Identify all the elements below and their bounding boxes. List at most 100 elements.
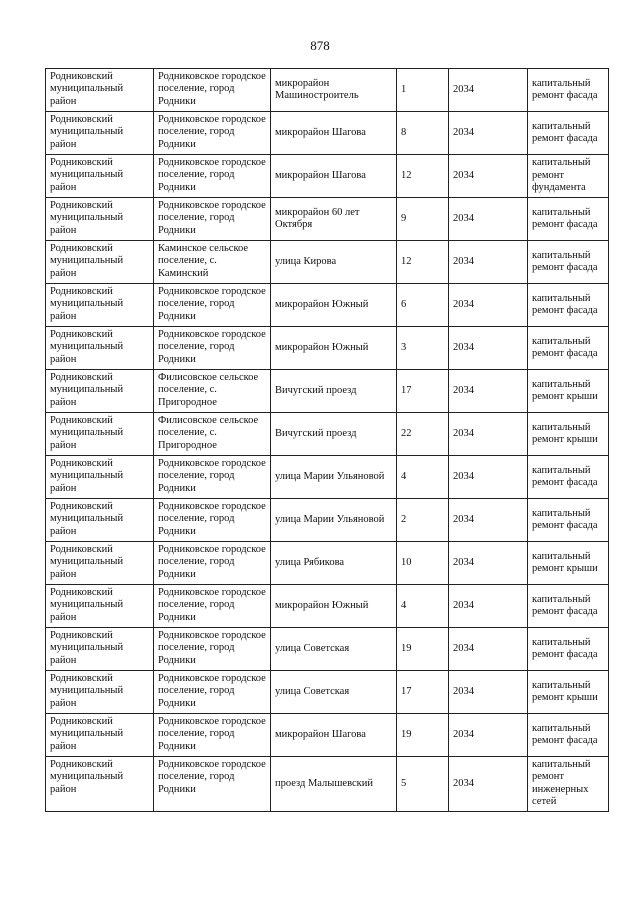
street-cell: микрорайон Машиностроитель [270, 68, 397, 112]
house-number-cell: 1 [396, 68, 449, 112]
street-cell: микрорайон Шагова [270, 111, 397, 155]
house-number-cell: 17 [396, 670, 449, 714]
street-cell: улица Советская [270, 627, 397, 671]
house-number-cell: 8 [396, 111, 449, 155]
district-cell: Родниковский муниципальный район [45, 498, 154, 542]
work-type-cell: капитальный ремонт фасада [527, 240, 609, 284]
work-type-cell: капитальный ремонт фасада [527, 68, 609, 112]
settlement-cell: Родниковское городское поселение, город … [153, 111, 271, 155]
district-cell: Родниковский муниципальный район [45, 713, 154, 757]
table-row: Родниковский муниципальный район Родников… [45, 154, 609, 198]
table-row: Родниковский муниципальный район Родников… [45, 627, 609, 671]
district-cell: Родниковский муниципальный район [45, 154, 154, 198]
district-cell: Родниковский муниципальный район [45, 455, 154, 499]
work-type-cell: капитальный ремонт крыши [527, 670, 609, 714]
work-type-cell: капитальный ремонт фундамента [527, 154, 609, 198]
street-cell: улица Марии Ульяновой [270, 498, 397, 542]
street-cell: улица Кирова [270, 240, 397, 284]
year-cell: 2034 [448, 197, 528, 241]
work-type-cell: капитальный ремонт фасада [527, 326, 609, 370]
work-type-cell: капитальный ремонт фасада [527, 197, 609, 241]
settlement-cell: Родниковское городское поселение, город … [153, 455, 271, 499]
street-cell: микрорайон Шагова [270, 713, 397, 757]
settlement-cell: Родниковское городское поселение, город … [153, 756, 271, 812]
settlement-cell: Родниковское городское поселение, город … [153, 584, 271, 628]
district-cell: Родниковский муниципальный район [45, 326, 154, 370]
district-cell: Родниковский муниципальный район [45, 412, 154, 456]
table-row: Родниковский муниципальный район Родников… [45, 326, 609, 370]
work-type-cell: капитальный ремонт фасада [527, 455, 609, 499]
work-type-cell: капитальный ремонт фасада [527, 584, 609, 628]
year-cell: 2034 [448, 670, 528, 714]
year-cell: 2034 [448, 68, 528, 112]
year-cell: 2034 [448, 111, 528, 155]
settlement-cell: Филисовское сельское поселение, с. Приго… [153, 412, 271, 456]
table-row: Родниковский муниципальный район Филисовс… [45, 412, 609, 456]
district-cell: Родниковский муниципальный район [45, 283, 154, 327]
settlement-cell: Родниковское городское поселение, город … [153, 68, 271, 112]
year-cell: 2034 [448, 713, 528, 757]
table-row: Родниковский муниципальный район Родников… [45, 197, 609, 241]
settlement-cell: Филисовское сельское поселение, с. Приго… [153, 369, 271, 413]
table-row: Родниковский муниципальный район Родников… [45, 68, 609, 112]
settlement-cell: Родниковское городское поселение, город … [153, 541, 271, 585]
work-type-cell: капитальный ремонт инженерных сетей [527, 756, 609, 812]
settlement-cell: Родниковское городское поселение, город … [153, 283, 271, 327]
year-cell: 2034 [448, 584, 528, 628]
street-cell: микрорайон Южный [270, 326, 397, 370]
settlement-cell: Родниковское городское поселение, город … [153, 713, 271, 757]
district-cell: Родниковский муниципальный район [45, 756, 154, 812]
settlement-cell: Родниковское городское поселение, город … [153, 670, 271, 714]
year-cell: 2034 [448, 541, 528, 585]
house-number-cell: 19 [396, 713, 449, 757]
year-cell: 2034 [448, 326, 528, 370]
year-cell: 2034 [448, 412, 528, 456]
table-row: Родниковский муниципальный район Родников… [45, 713, 609, 757]
district-cell: Родниковский муниципальный район [45, 111, 154, 155]
street-cell: улица Марии Ульяновой [270, 455, 397, 499]
house-number-cell: 3 [396, 326, 449, 370]
street-cell: микрорайон 60 лет Октября [270, 197, 397, 241]
table-row: Родниковский муниципальный район Родников… [45, 541, 609, 585]
table-row: Родниковский муниципальный район Родников… [45, 584, 609, 628]
year-cell: 2034 [448, 756, 528, 812]
street-cell: улица Советская [270, 670, 397, 714]
house-number-cell: 4 [396, 584, 449, 628]
street-cell: микрорайон Южный [270, 283, 397, 327]
house-number-cell: 2 [396, 498, 449, 542]
street-cell: проезд Малышевский [270, 756, 397, 812]
street-cell: Вичугский проезд [270, 369, 397, 413]
year-cell: 2034 [448, 240, 528, 284]
table-row: Родниковский муниципальный район Родников… [45, 498, 609, 542]
table-row: Родниковский муниципальный район Родников… [45, 283, 609, 327]
district-cell: Родниковский муниципальный район [45, 197, 154, 241]
house-number-cell: 12 [396, 154, 449, 198]
district-cell: Родниковский муниципальный район [45, 68, 154, 112]
work-type-cell: капитальный ремонт фасада [527, 283, 609, 327]
settlement-cell: Каминское сельское поселение, с. Каминск… [153, 240, 271, 284]
district-cell: Родниковский муниципальный район [45, 541, 154, 585]
settlement-cell: Родниковское городское поселение, город … [153, 627, 271, 671]
year-cell: 2034 [448, 627, 528, 671]
settlement-cell: Родниковское городское поселение, город … [153, 197, 271, 241]
house-number-cell: 19 [396, 627, 449, 671]
work-type-cell: капитальный ремонт крыши [527, 541, 609, 585]
district-cell: Родниковский муниципальный район [45, 584, 154, 628]
page-number: 878 [310, 38, 330, 53]
work-type-cell: капитальный ремонт крыши [527, 412, 609, 456]
street-cell: Вичугский проезд [270, 412, 397, 456]
house-number-cell: 22 [396, 412, 449, 456]
street-cell: микрорайон Южный [270, 584, 397, 628]
house-number-cell: 6 [396, 283, 449, 327]
house-number-cell: 4 [396, 455, 449, 499]
table-row: Родниковский муниципальный район Каминско… [45, 240, 609, 284]
work-type-cell: капитальный ремонт фасада [527, 627, 609, 671]
district-cell: Родниковский муниципальный район [45, 240, 154, 284]
work-type-cell: капитальный ремонт фасада [527, 111, 609, 155]
house-number-cell: 17 [396, 369, 449, 413]
settlement-cell: Родниковское городское поселение, город … [153, 154, 271, 198]
house-number-cell: 9 [396, 197, 449, 241]
housing-repair-table: Родниковский муниципальный район Родников… [45, 68, 609, 812]
year-cell: 2034 [448, 283, 528, 327]
work-type-cell: капитальный ремонт фасада [527, 498, 609, 542]
